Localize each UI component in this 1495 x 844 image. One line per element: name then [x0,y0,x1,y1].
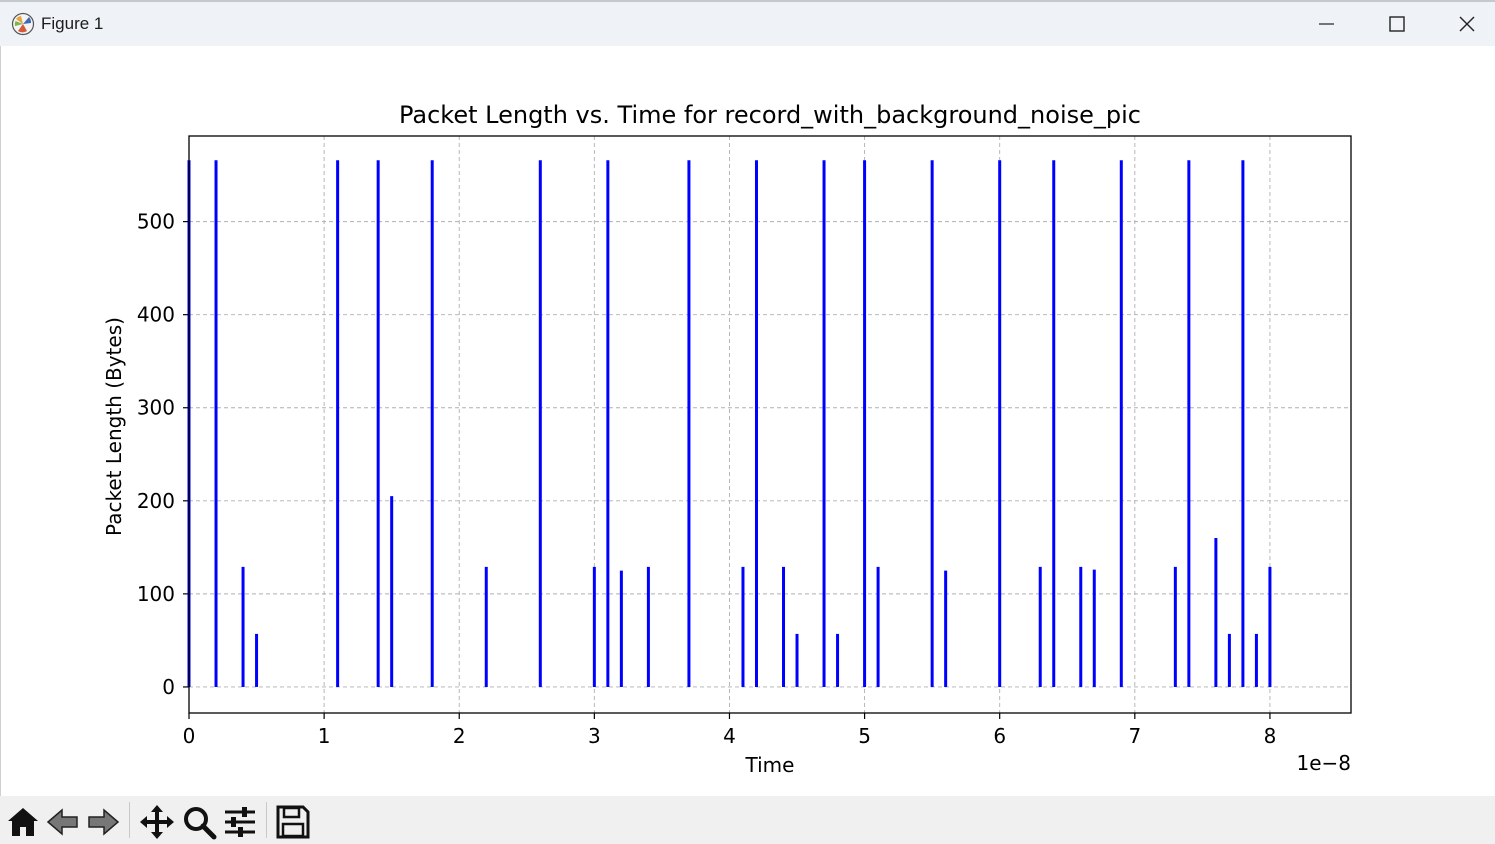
configure-subplots-button[interactable] [222,804,258,840]
y-tick-label: 100 [137,582,175,606]
pan-move-icon [140,805,174,839]
forward-arrow-icon [88,808,120,836]
maximize-icon [1389,16,1405,32]
back-button[interactable] [45,804,81,840]
toolbar-separator [129,802,130,838]
navigation-toolbar [0,796,1495,844]
y-axis-label: Packet Length (Bytes) [102,317,126,536]
minimize-icon [1319,23,1334,25]
x-tick-label: 3 [588,724,601,748]
pan-button[interactable] [139,804,175,840]
x-tick-label: 8 [1264,724,1277,748]
minimize-button[interactable] [1292,2,1362,46]
packet-length-chart: 0 1 2 3 4 5 6 7 8 0 100 200 300 400 500 Packet Length … [102,101,1352,777]
x-axis-offset-label: 1e−8 [1296,751,1351,775]
y-tick-label: 400 [137,303,175,327]
axes-frame [188,135,1352,714]
x-tick-label: 1 [318,724,331,748]
save-button[interactable] [275,804,311,840]
x-tick-label: 4 [723,724,736,748]
chart-title: Packet Length vs. Time for record_with_b… [399,101,1141,129]
x-tick-label: 7 [1128,724,1141,748]
toolbar-separator [266,802,267,838]
forward-button[interactable] [85,804,121,840]
x-axis-label: Time [745,753,795,777]
matplotlib-figure-icon [11,12,35,36]
y-tick-label: 300 [137,396,175,420]
window-titlebar: Figure 1 [0,0,1495,46]
window-left-border [0,46,1,796]
x-tick-label: 6 [993,724,1006,748]
close-button[interactable] [1432,2,1495,46]
zoom-button[interactable] [181,804,217,840]
y-tick-label: 0 [162,675,175,699]
back-arrow-icon [46,808,78,836]
zoom-magnifier-icon [184,807,217,840]
x-tick-label: 2 [453,724,466,748]
close-icon [1459,16,1475,32]
maximize-button[interactable] [1362,2,1432,46]
home-icon [8,808,38,836]
y-tick-label: 500 [137,210,175,234]
figure-canvas[interactable] [0,46,1495,796]
y-tick-label: 200 [137,489,175,513]
sliders-icon [225,807,255,837]
home-button[interactable] [5,804,41,840]
axis-ticks: 0 1 2 3 4 5 6 7 8 0 100 200 300 400 500 [137,210,1276,748]
window-title: Figure 1 [41,14,104,33]
save-floppy-icon [276,805,310,839]
x-tick-label: 0 [183,724,196,748]
x-tick-label: 5 [858,724,871,748]
